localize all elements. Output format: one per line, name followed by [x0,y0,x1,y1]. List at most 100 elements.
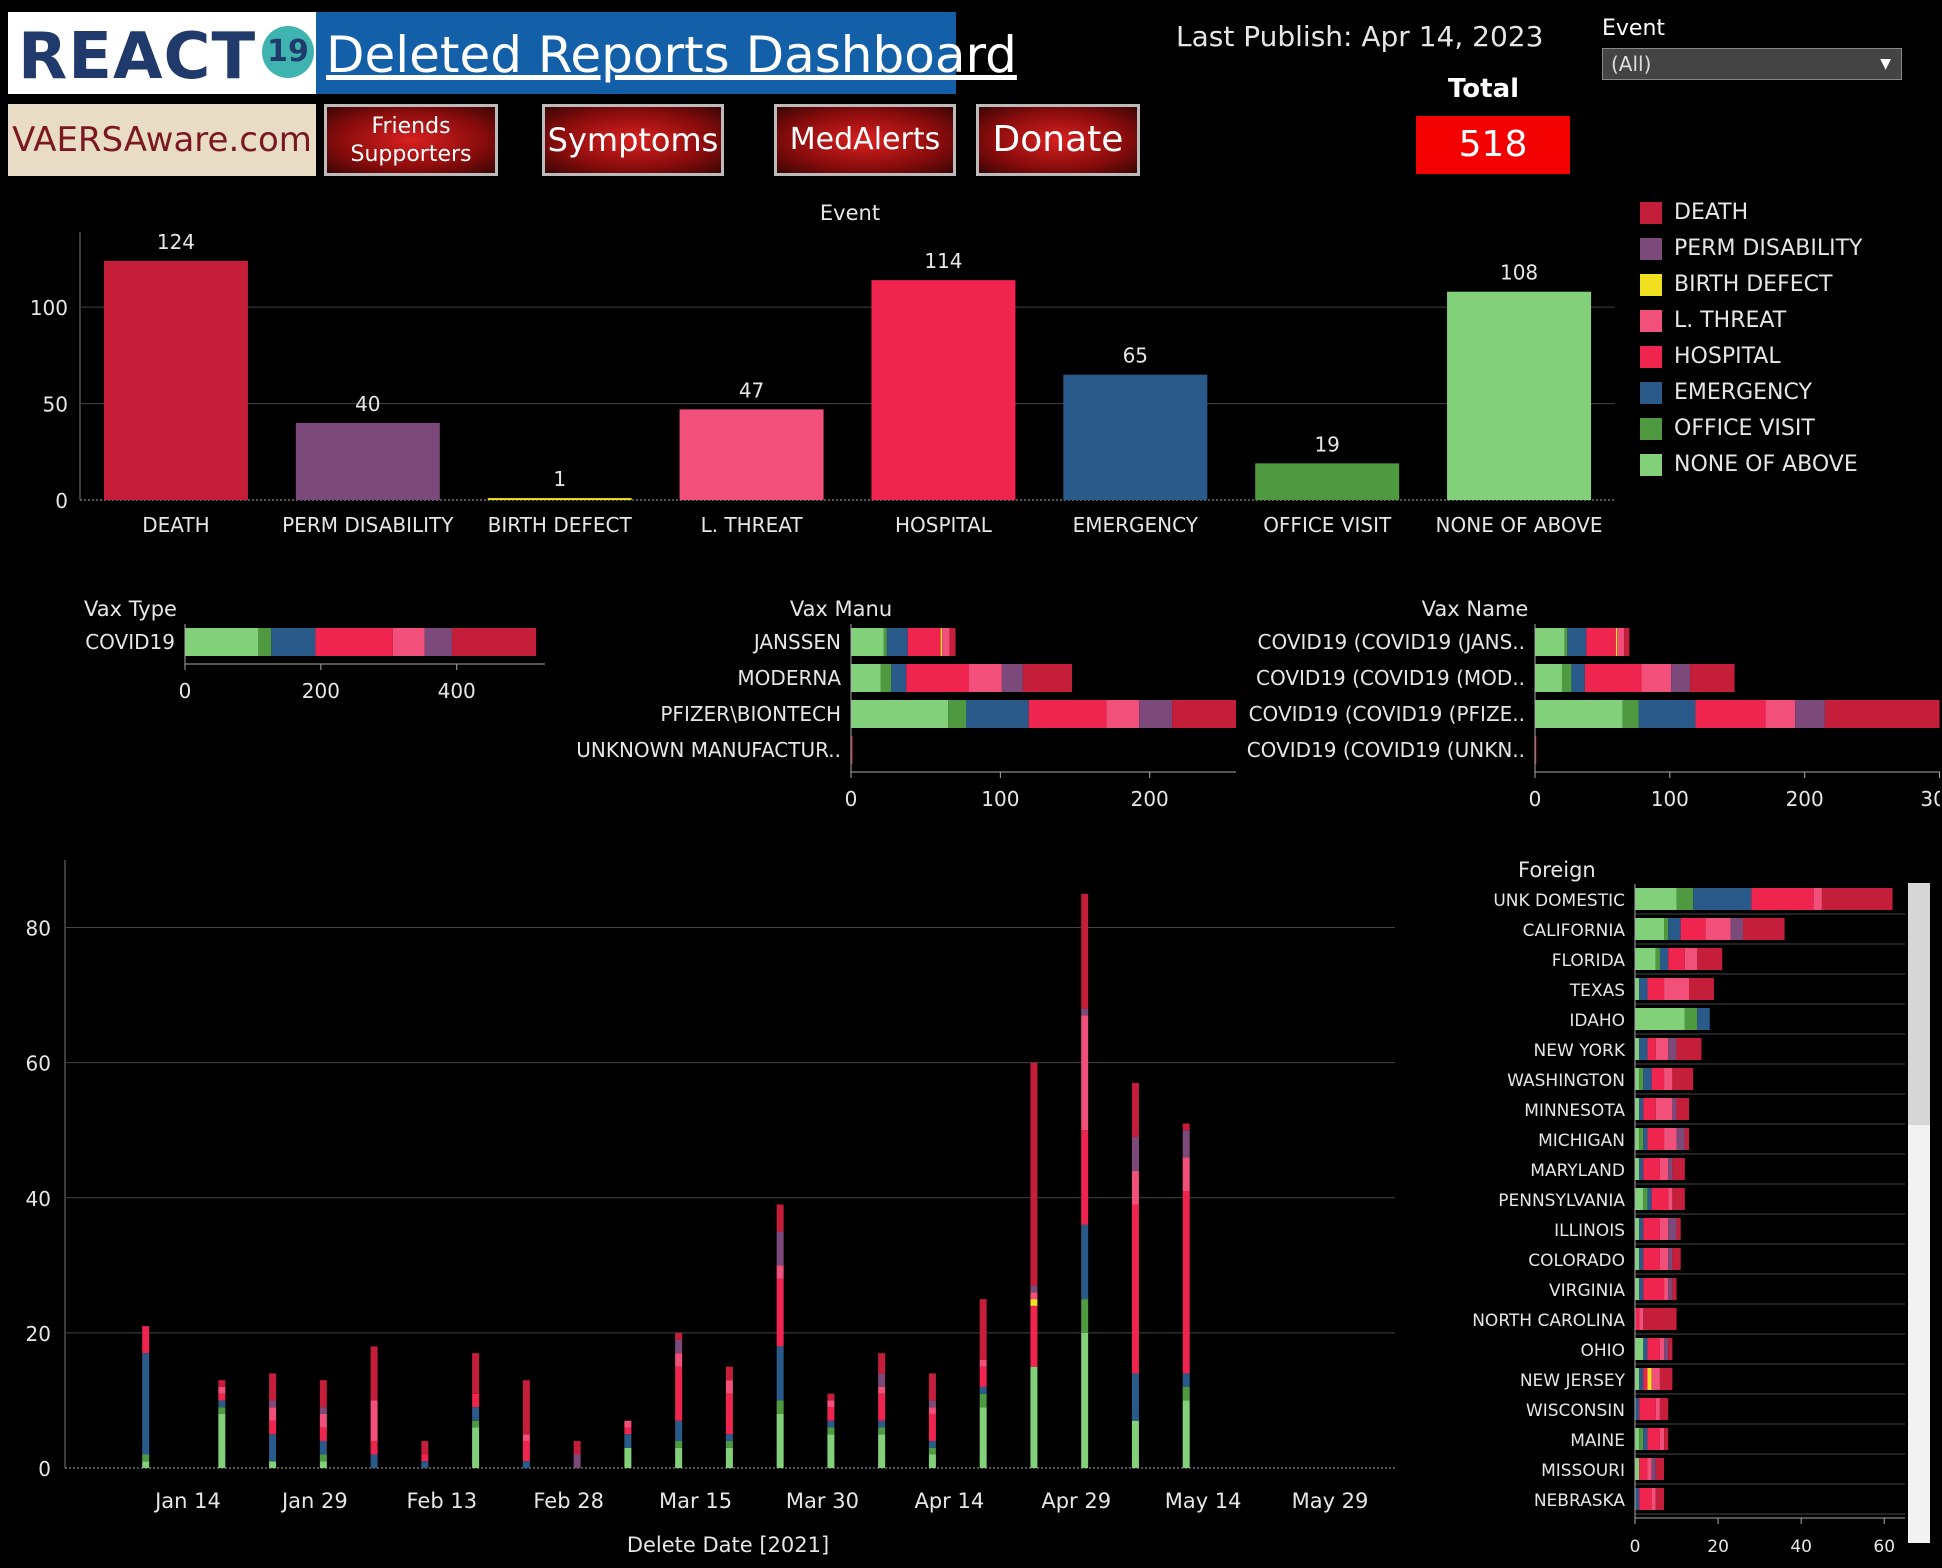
vax-manu-chart[interactable]: Vax Manu JANSSEN MODERNA PFIZER\BIONTECH UNK… [556,588,1236,808]
stacked-segment [883,628,887,656]
x-tick-label: 20 [1707,1537,1729,1555]
stacked-segment [1643,1368,1648,1390]
stacked-segment [1664,978,1689,1000]
stacked-segment [472,1353,480,1394]
stacked-segment [522,1434,530,1441]
foreign-state-chart[interactable]: Foreign UNK DOMESTIC CALIFORNIA FLORIDA TEXA… [1460,855,1930,1555]
stacked-segment [1182,1191,1190,1374]
stacked-segment [1635,1488,1640,1510]
stacked-segment [776,1231,784,1266]
x-tick-label: NONE OF ABOVE [1436,513,1603,537]
stacked-segment [725,1440,733,1448]
site-link-button[interactable]: VAERSAware.com [8,104,316,176]
stacked-segment [1743,918,1785,940]
stacked-segment [319,1407,327,1414]
vax-type-chart[interactable]: Vax Type COVID19 0 200 400 [0,588,560,708]
delete-date-chart[interactable]: 0 20 40 60 80 Jan 14 Jan 29 Feb 13 Feb 28 Mar 15 M… [0,850,1420,1560]
stacked-segment [624,1427,632,1435]
legend-swatch [1640,202,1662,224]
event-bar-chart[interactable]: Event 0 50 100 124 DEATH 40 PERM DISABILITY 1 BIR… [0,190,1630,550]
stacked-segment [1668,1038,1677,1060]
x-tick-label: 200 [1786,787,1824,808]
stacked-segment [906,664,969,692]
stacked-segment [1639,1488,1652,1510]
medalerts-button[interactable]: MedAlerts [774,104,956,176]
category-label: PFIZER\BIONTECH [660,702,841,726]
stacked-segment [979,1359,987,1367]
event-filter-dropdown[interactable]: (All) ▼ [1602,48,1902,80]
stacked-segment [1081,1015,1089,1131]
stacked-segment [878,1373,886,1387]
stacked-segment [1106,700,1140,728]
stacked-segment [1641,664,1672,692]
stacked-segment [1668,1188,1673,1210]
y-tick-label: 60 [26,1052,51,1076]
page-title[interactable]: Deleted Reports Dashboard [326,26,1017,84]
dashboard-title-banner[interactable]: Deleted Reports Dashboard [316,12,1017,94]
stacked-segment [1676,1038,1702,1060]
x-tick-label: BIRTH DEFECT [488,513,633,537]
friends-supporters-button[interactable]: Friends Supporters [324,104,498,176]
category-label: CALIFORNIA [1523,921,1626,941]
stacked-segment [142,1454,150,1462]
stacked-segment [1672,1068,1694,1090]
data-label: 47 [739,378,764,402]
event-bar [1063,374,1208,500]
stacked-segment [1643,1188,1648,1210]
x-tick-label: May 14 [1165,1489,1242,1513]
category-label: IDAHO [1569,1011,1625,1031]
stacked-segment [1639,1458,1648,1480]
stacked-segment [827,1420,835,1428]
stacked-segment [928,1454,936,1468]
stacked-segment [1571,664,1585,692]
stacked-segment [1684,1008,1698,1030]
category-label: MARYLAND [1530,1161,1625,1181]
category-label: ILLINOIS [1554,1221,1625,1241]
chevron-down-icon[interactable]: ▼ [1880,56,1891,72]
stacked-segment [1635,1248,1640,1270]
stacked-segment [1651,1068,1665,1090]
chart-title: Event [820,201,880,225]
legend-swatch [1640,346,1662,368]
stacked-segment [827,1407,835,1421]
event-bar [871,280,1016,500]
x-tick-label: 0 [1630,1537,1641,1555]
stacked-segment [142,1326,150,1354]
stacked-segment [1659,1398,1669,1420]
stacked-segment [1635,948,1656,970]
stacked-segment [1635,1338,1644,1360]
legend-label: HOSPITAL [1674,344,1781,369]
friends-label: Friends [371,114,451,139]
stacked-segment [1655,1098,1673,1120]
stacked-segment [1664,1128,1677,1150]
stacked-segment [1022,664,1073,692]
stacked-segment [1659,1248,1669,1270]
stacked-segment [624,1447,632,1468]
stacked-segment [271,628,316,656]
y-tick-label: 40 [26,1187,51,1211]
x-tick-label: May 29 [1292,1489,1369,1513]
scrollbar-thumb [1908,883,1930,1125]
category-label: COVID19 (COVID19 (UNKN.. [1247,738,1525,762]
logo[interactable]: REACT 19 [8,12,316,94]
stacked-segment [319,1413,327,1428]
stacked-segment [675,1447,683,1468]
category-label: FLORIDA [1552,951,1626,971]
stacked-segment [851,700,949,728]
stacked-segment [1643,1218,1660,1240]
stacked-segment [472,1420,480,1428]
stacked-segment [1689,978,1714,1000]
category-label: NORTH CAROLINA [1472,1311,1625,1331]
stacked-segment [878,1427,886,1435]
symptoms-button[interactable]: Symptoms [542,104,724,176]
stacked-segment [1001,664,1023,692]
chart-title: Vax Name [1422,597,1529,621]
stacked-segment [624,1420,632,1428]
event-bar [1255,463,1400,500]
vax-name-chart[interactable]: Vax Name COVID19 (COVID19 (JANS.. COVID19 … [1240,588,1940,808]
donate-button[interactable]: Donate [976,104,1140,176]
category-label: OHIO [1580,1341,1625,1361]
stacked-segment [1635,1368,1640,1390]
stacked-segment [142,1353,150,1455]
stacked-segment [1690,664,1735,692]
